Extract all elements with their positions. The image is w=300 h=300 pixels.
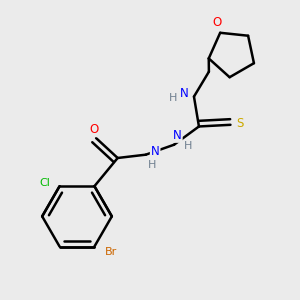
Text: H: H bbox=[148, 160, 156, 170]
Text: N: N bbox=[180, 87, 189, 100]
Text: S: S bbox=[237, 117, 244, 130]
Text: H: H bbox=[184, 141, 192, 152]
Text: Cl: Cl bbox=[39, 178, 50, 188]
Text: H: H bbox=[169, 93, 178, 103]
Text: Br: Br bbox=[105, 247, 117, 256]
Text: N: N bbox=[173, 129, 182, 142]
Text: O: O bbox=[212, 16, 221, 29]
Text: N: N bbox=[151, 145, 160, 158]
Text: O: O bbox=[90, 123, 99, 136]
